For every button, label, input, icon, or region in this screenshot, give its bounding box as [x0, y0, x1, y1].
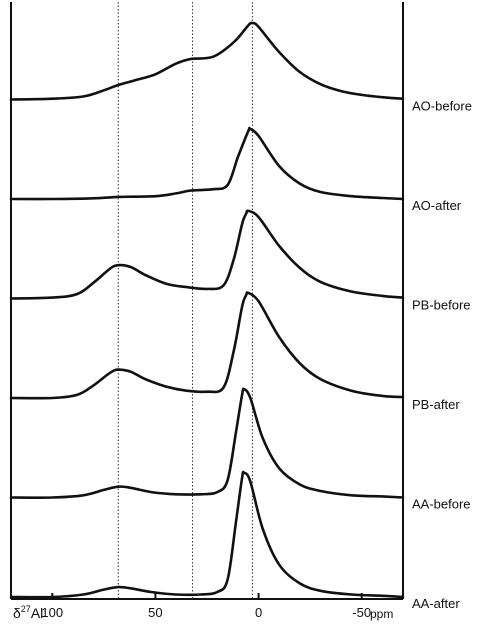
plot-frame	[10, 2, 404, 600]
x-axis-element-label: Al	[31, 605, 43, 621]
series-label-pb-before: PB-before	[412, 298, 471, 313]
x-axis-unit-label: ppm	[370, 607, 393, 621]
series-label-aa-before: AA-before	[412, 497, 471, 512]
x-tick-label-0: 0	[255, 605, 262, 620]
series-label-ao-after: AO-after	[412, 198, 462, 213]
spectrum-aa-after	[9, 470, 405, 599]
spectrum-aa-before	[9, 387, 405, 499]
spectrum-ao-after	[9, 126, 405, 201]
series-label-pb-after: PB-after	[412, 397, 460, 412]
series-label-ao-before: AO-before	[412, 99, 472, 114]
x-tick-label-100: 100	[41, 605, 63, 620]
spectrum-pb-after	[9, 291, 405, 400]
series-labels: AO-before AO-after PB-before PB-after AA-bef…	[412, 99, 472, 612]
x-axis-tick-labels: 100 50 0 -50	[41, 605, 371, 620]
x-axis-ticks	[51, 593, 363, 599]
reference-lines	[117, 2, 253, 599]
x-tick-label-50: 50	[148, 605, 162, 620]
spectrum-ao-before	[9, 21, 405, 101]
spectra-traces	[9, 21, 405, 599]
series-label-aa-after: AA-after	[412, 596, 460, 611]
x-axis-isotope-superscript: 27	[21, 604, 31, 614]
x-axis-nucleus-label: δ27Al	[13, 604, 43, 621]
spectrum-pb-before	[9, 209, 405, 300]
x-tick-label-50: -50	[352, 605, 371, 620]
x-axis-delta-symbol: δ	[13, 605, 21, 621]
